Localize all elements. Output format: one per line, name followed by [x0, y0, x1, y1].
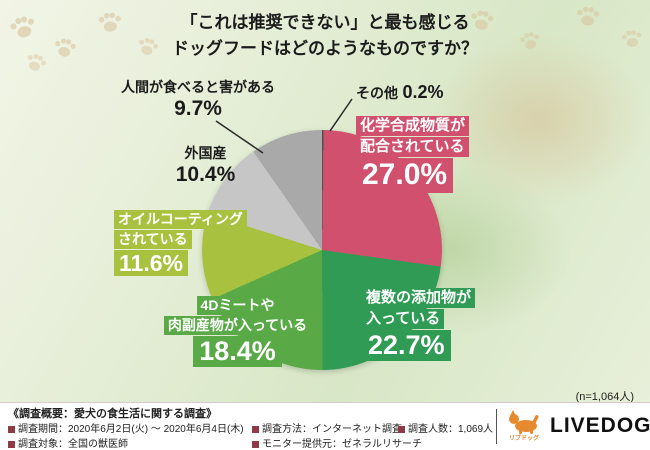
slice-label-oilcoating-line2: されている	[114, 230, 192, 249]
bullet-icon	[8, 441, 15, 448]
slice-label-additives: 複数の添加物が 入っている 22.7%	[362, 288, 476, 362]
survey-item-monitor: モニター提供元：ゼネラルリサーチ	[252, 435, 422, 450]
dog-icon	[509, 410, 539, 434]
paw-icon	[98, 12, 121, 32]
livedog-logo: リブドッグ LIVEDOG	[506, 410, 650, 442]
slice-pct-humanharm: 9.7%	[174, 97, 222, 121]
slice-label-4dmeat-line2: 肉副産物が入っている	[163, 316, 312, 335]
slice-pct-foreign: 10.4%	[175, 163, 236, 187]
slice-label-oilcoating-line1: オイルコーティング	[114, 210, 247, 229]
slice-label-humanharm-line1: 人間が食べると害がある	[121, 79, 275, 95]
bullet-icon	[252, 426, 259, 433]
paw-icon	[55, 38, 76, 57]
slice-pct-additives: 22.7%	[362, 330, 451, 362]
slice-label-chemical: 化学合成物質が 配合されている 27.0%	[356, 116, 470, 193]
slice-pct-other: 0.2%	[402, 82, 444, 102]
paw-icon	[471, 10, 494, 30]
survey-item-count: 調査人数：1,069人	[398, 420, 493, 435]
bullet-icon	[398, 426, 405, 433]
survey-item-target-text: 調査対象：全国の獣医師	[18, 439, 128, 450]
survey-item-period-text: 調査期間：2020年6月2日(火) ～ 2020年6月4日(木)	[18, 424, 244, 435]
slice-label-additives-line2: 入っている	[362, 309, 445, 329]
slice-label-additives-line1: 複数の添加物が	[362, 288, 476, 308]
livedog-logo-mark: リブドッグ	[506, 410, 542, 442]
footer-divider	[496, 409, 497, 444]
livedog-logo-text: LIVEDOG	[550, 414, 650, 437]
slice-label-humanharm: 人間が食べると害がある 9.7%	[98, 78, 298, 121]
paw-icon	[139, 38, 158, 55]
survey-overview-heading: 《調査概要：愛犬の食生活に関する調査》	[8, 408, 217, 420]
slice-label-oilcoating: オイルコーティング されている 11.6%	[114, 210, 247, 277]
survey-footer: 《調査概要：愛犬の食生活に関する調査》 調査期間：2020年6月2日(火) ～ …	[0, 402, 650, 450]
chart-title-line1: 「これは推奨できない」と最も感じる	[180, 13, 470, 32]
chart-title-line2: ドッグフードはどのようなものですか？	[172, 38, 478, 58]
paw-icon	[577, 6, 600, 26]
sample-size-note: (n=1,064人)	[575, 391, 634, 403]
bullet-icon	[252, 441, 259, 448]
slice-pct-4dmeat: 18.4%	[193, 336, 282, 368]
slice-label-foreign-line1: 外国産	[184, 145, 227, 161]
slice-label-4dmeat: 4Dミートや 肉副産物が入っている 18.4%	[130, 296, 345, 368]
paw-icon	[27, 54, 46, 71]
slice-label-other: その他 0.2%	[356, 82, 443, 103]
paw-icon	[520, 32, 539, 49]
slice-label-4dmeat-line1: 4Dミートや	[196, 296, 279, 315]
slice-pct-chemical: 27.0%	[356, 158, 454, 193]
paw-icon	[622, 30, 642, 47]
paw-icon	[10, 16, 34, 38]
bullet-icon	[8, 426, 15, 433]
slice-label-foreign: 外国産 10.4%	[158, 144, 253, 187]
survey-item-target: 調査対象：全国の獣医師	[8, 435, 128, 450]
slice-pct-oilcoating: 11.6%	[114, 250, 188, 277]
slice-label-chemical-line2: 配合されている	[356, 137, 469, 157]
livedog-logo-sub: リブドッグ	[508, 436, 539, 442]
slice-label-chemical-line1: 化学合成物質が	[356, 116, 470, 136]
survey-item-method: 調査方法：インターネット調査	[252, 420, 402, 435]
slice-label-other-text: その他	[356, 85, 398, 101]
survey-item-monitor-text: モニター提供元：ゼネラルリサーチ	[262, 439, 422, 450]
survey-item-method-text: 調査方法：インターネット調査	[262, 424, 402, 435]
survey-item-count-text: 調査人数：1,069人	[408, 424, 494, 435]
survey-item-period: 調査期間：2020年6月2日(火) ～ 2020年6月4日(木)	[8, 420, 244, 435]
chart-title: 「これは推奨できない」と最も感じる ドッグフードはどのようなものですか？	[0, 10, 650, 61]
